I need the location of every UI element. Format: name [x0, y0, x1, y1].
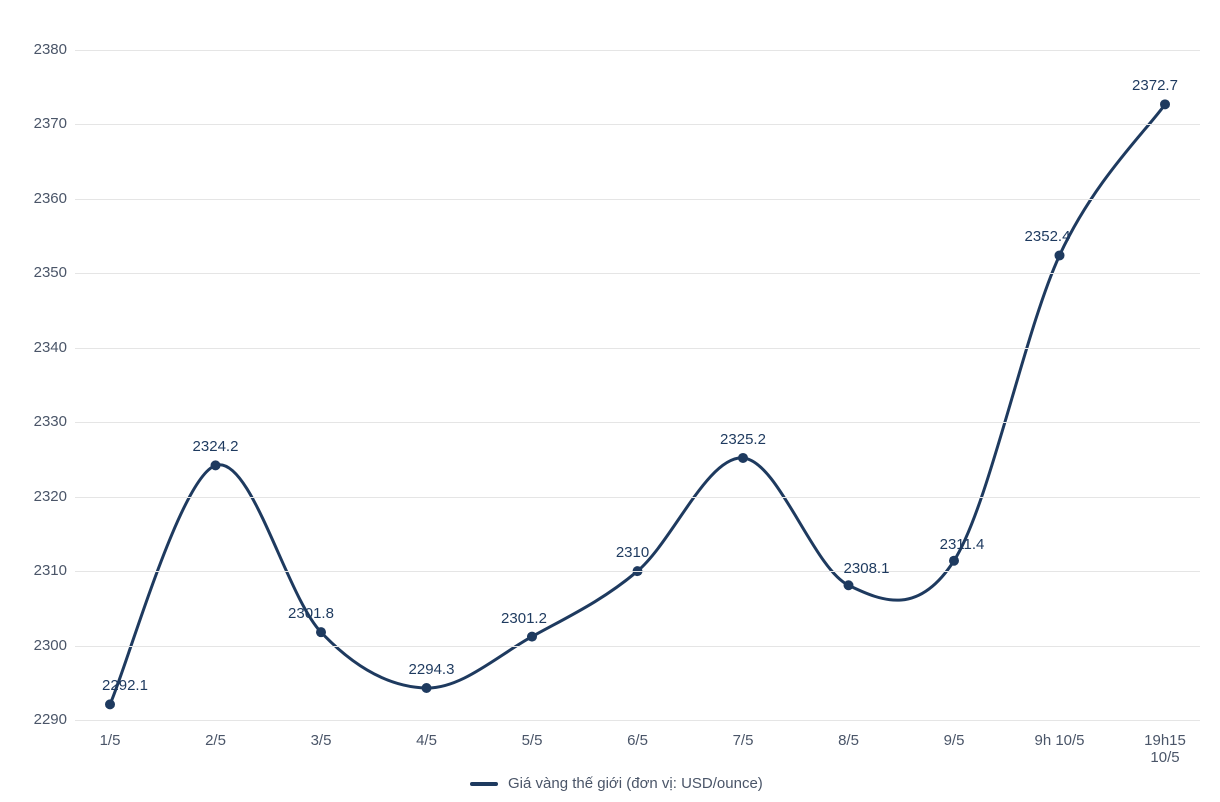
y-axis-label: 2330 [17, 413, 67, 430]
data-point[interactable] [738, 453, 748, 463]
y-axis-label: 2310 [17, 562, 67, 579]
x-axis-label: 7/5 [733, 732, 754, 749]
data-label: 2324.2 [193, 438, 239, 455]
data-label: 2372.7 [1132, 77, 1178, 94]
data-point[interactable] [844, 580, 854, 590]
chart-svg [0, 0, 1220, 802]
data-point[interactable] [527, 632, 537, 642]
gold-price-chart: 2290 2300 2310 2320 2330 2340 2350 2360 2370 2380… [0, 0, 1220, 802]
gridline [75, 720, 1200, 721]
y-axis-label: 2320 [17, 488, 67, 505]
x-axis-label: 2/5 [205, 732, 226, 749]
data-label: 2311.4 [940, 536, 985, 553]
gridline [75, 422, 1200, 423]
gridline [75, 646, 1200, 647]
gridline [75, 50, 1200, 51]
x-axis-label: 9h 10/5 [1034, 732, 1084, 749]
gridline [75, 273, 1200, 274]
data-label: 2310 [616, 544, 649, 561]
gridline [75, 348, 1200, 349]
data-label: 2352.4 [1025, 228, 1071, 245]
data-label: 2301.2 [501, 610, 547, 627]
y-axis-label: 2300 [17, 637, 67, 654]
data-label: 2294.3 [409, 661, 455, 678]
data-point[interactable] [422, 683, 432, 693]
gridline [75, 124, 1200, 125]
data-point[interactable] [316, 627, 326, 637]
gridline [75, 497, 1200, 498]
y-axis-label: 2360 [17, 190, 67, 207]
y-axis-label: 2340 [17, 339, 67, 356]
x-axis-label: 19h15 10/5 [1138, 732, 1193, 766]
legend: Giá vàng thế giới (đơn vị: USD/ounce) [470, 775, 763, 792]
data-point[interactable] [211, 460, 221, 470]
y-axis-label: 2350 [17, 264, 67, 281]
x-axis-label: 9/5 [944, 732, 965, 749]
x-axis-label: 3/5 [311, 732, 332, 749]
data-label: 2301.8 [288, 605, 334, 622]
x-axis-label: 1/5 [100, 732, 121, 749]
x-axis-label: 5/5 [522, 732, 543, 749]
gridline [75, 571, 1200, 572]
x-axis-label: 4/5 [416, 732, 437, 749]
data-label: 2325.2 [720, 431, 766, 448]
y-axis-label: 2380 [17, 41, 67, 58]
data-label: 2292.1 [102, 677, 148, 694]
data-point[interactable] [1160, 99, 1170, 109]
data-point[interactable] [1055, 250, 1065, 260]
gridline [75, 199, 1200, 200]
data-label: 2308.1 [844, 560, 890, 577]
legend-swatch [470, 782, 498, 786]
x-axis-label: 6/5 [627, 732, 648, 749]
series-line [110, 104, 1165, 704]
x-axis-label: 8/5 [838, 732, 859, 749]
y-axis-label: 2290 [17, 711, 67, 728]
y-axis-label: 2370 [17, 115, 67, 132]
legend-text: Giá vàng thế giới (đơn vị: USD/ounce) [508, 775, 763, 792]
data-point[interactable] [105, 699, 115, 709]
data-point[interactable] [949, 556, 959, 566]
